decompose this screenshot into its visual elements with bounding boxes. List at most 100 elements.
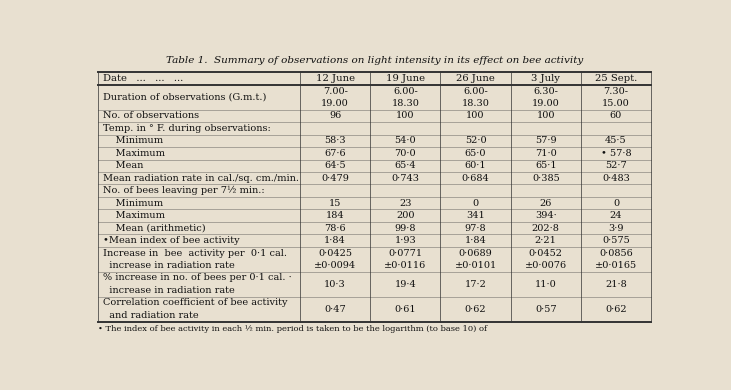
Text: 19.00: 19.00 xyxy=(321,99,349,108)
Text: 52·0: 52·0 xyxy=(465,136,486,145)
Text: 0·47: 0·47 xyxy=(325,305,346,314)
Text: 65·0: 65·0 xyxy=(465,149,486,158)
Text: Minimum: Minimum xyxy=(102,199,163,208)
Text: 0·483: 0·483 xyxy=(602,174,630,183)
Text: ±0·0101: ±0·0101 xyxy=(455,261,496,270)
Text: 45·5: 45·5 xyxy=(605,136,626,145)
Text: 19·4: 19·4 xyxy=(395,280,416,289)
Text: • 57·8: • 57·8 xyxy=(601,149,632,158)
Text: 0·0425: 0·0425 xyxy=(318,248,352,257)
Text: 52·7: 52·7 xyxy=(605,161,627,170)
Text: 7.00-: 7.00- xyxy=(322,87,347,96)
Text: 17·2: 17·2 xyxy=(465,280,487,289)
Text: Increase in  bee  activity per  0·1 cal.: Increase in bee activity per 0·1 cal. xyxy=(102,248,287,257)
Text: ±0·0116: ±0·0116 xyxy=(385,261,426,270)
Text: 0·0856: 0·0856 xyxy=(599,248,633,257)
Text: 0·0771: 0·0771 xyxy=(388,248,423,257)
Text: 19 June: 19 June xyxy=(386,74,425,83)
Text: Mean: Mean xyxy=(102,161,143,170)
Text: 1·93: 1·93 xyxy=(395,236,416,245)
Text: No. of bees leaving per 7½ min.:: No. of bees leaving per 7½ min.: xyxy=(102,186,265,195)
Text: 1·84: 1·84 xyxy=(325,236,346,245)
Text: 23: 23 xyxy=(399,199,412,208)
Text: Minimum: Minimum xyxy=(102,136,163,145)
Text: 97·8: 97·8 xyxy=(465,223,486,232)
Text: 100: 100 xyxy=(396,112,414,121)
Text: 67·6: 67·6 xyxy=(325,149,346,158)
Text: 60: 60 xyxy=(610,112,622,121)
Text: 0·684: 0·684 xyxy=(462,174,490,183)
Text: 341: 341 xyxy=(466,211,485,220)
Text: 70·0: 70·0 xyxy=(395,149,416,158)
Text: 11·0: 11·0 xyxy=(535,280,556,289)
Text: 12 June: 12 June xyxy=(316,74,355,83)
Text: 6.00-: 6.00- xyxy=(463,87,488,96)
Text: increase in radiation rate: increase in radiation rate xyxy=(102,261,235,270)
Text: 0·575: 0·575 xyxy=(602,236,630,245)
Text: 0·0452: 0·0452 xyxy=(529,248,563,257)
Text: 0: 0 xyxy=(472,199,479,208)
Text: 100: 100 xyxy=(466,112,485,121)
Text: 202·8: 202·8 xyxy=(532,223,560,232)
Text: 26 June: 26 June xyxy=(456,74,495,83)
Text: Table 1.  Summary of observations on light intensity in its effect on bee activi: Table 1. Summary of observations on ligh… xyxy=(166,57,583,66)
Text: 1·84: 1·84 xyxy=(465,236,486,245)
Text: 0·62: 0·62 xyxy=(605,305,626,314)
Text: • The index of bee activity in each ½ min. period is taken to be the logarithm (: • The index of bee activity in each ½ mi… xyxy=(98,324,488,333)
Text: Duration of observations (G.m.t.): Duration of observations (G.m.t.) xyxy=(102,93,266,102)
Text: 65·1: 65·1 xyxy=(535,161,556,170)
Text: 25 Sept.: 25 Sept. xyxy=(595,74,637,83)
Text: 0·0689: 0·0689 xyxy=(458,248,493,257)
Text: No. of observations: No. of observations xyxy=(102,112,199,121)
Text: 184: 184 xyxy=(326,211,344,220)
Text: 19.00: 19.00 xyxy=(532,99,560,108)
Text: 6.00-: 6.00- xyxy=(393,87,417,96)
Text: 0·479: 0·479 xyxy=(321,174,349,183)
Text: 3 July: 3 July xyxy=(531,74,560,83)
Text: 394·: 394· xyxy=(535,211,556,220)
Text: Date   ...   ...   ...: Date ... ... ... xyxy=(102,74,183,83)
Text: and radiation rate: and radiation rate xyxy=(102,311,198,320)
Text: 58·3: 58·3 xyxy=(325,136,346,145)
Text: 2·21: 2·21 xyxy=(535,236,557,245)
Text: Mean radiation rate in cal./sq. cm./min.: Mean radiation rate in cal./sq. cm./min. xyxy=(102,174,299,183)
Text: ±0·0094: ±0·0094 xyxy=(314,261,356,270)
Text: 65·4: 65·4 xyxy=(395,161,416,170)
Text: 54·0: 54·0 xyxy=(395,136,416,145)
Text: 3·9: 3·9 xyxy=(608,223,624,232)
Text: Temp. in ° F. during observations:: Temp. in ° F. during observations: xyxy=(102,124,270,133)
Text: Maximum: Maximum xyxy=(102,211,164,220)
Text: increase in radiation rate: increase in radiation rate xyxy=(102,286,235,295)
Text: 0: 0 xyxy=(613,199,619,208)
Text: 57·9: 57·9 xyxy=(535,136,556,145)
Text: 15.00: 15.00 xyxy=(602,99,630,108)
Text: 71·0: 71·0 xyxy=(535,149,556,158)
Text: 60·1: 60·1 xyxy=(465,161,486,170)
Text: Mean (arithmetic): Mean (arithmetic) xyxy=(102,223,205,232)
Text: % increase in no. of bees per 0·1 cal. ·: % increase in no. of bees per 0·1 cal. · xyxy=(102,273,292,282)
Text: Correlation coefficient of bee activity: Correlation coefficient of bee activity xyxy=(102,298,287,307)
Text: 18.30: 18.30 xyxy=(391,99,420,108)
Text: 100: 100 xyxy=(537,112,555,121)
Text: 0·385: 0·385 xyxy=(532,174,560,183)
Text: 0·62: 0·62 xyxy=(465,305,486,314)
Text: 0·743: 0·743 xyxy=(391,174,420,183)
Text: 200: 200 xyxy=(396,211,414,220)
Text: 0·57: 0·57 xyxy=(535,305,556,314)
Text: 99·8: 99·8 xyxy=(395,223,416,232)
Text: 15: 15 xyxy=(329,199,341,208)
Text: •Mean index of bee activity: •Mean index of bee activity xyxy=(102,236,239,245)
Text: 21·8: 21·8 xyxy=(605,280,627,289)
Text: 26: 26 xyxy=(539,199,552,208)
Text: ±0·0076: ±0·0076 xyxy=(525,261,567,270)
Text: Maximum: Maximum xyxy=(102,149,164,158)
Text: 6.30-: 6.30- xyxy=(534,87,558,96)
Text: 7.30-: 7.30- xyxy=(604,87,629,96)
Text: 64·5: 64·5 xyxy=(325,161,346,170)
Text: 18.30: 18.30 xyxy=(461,99,490,108)
Text: 24: 24 xyxy=(610,211,622,220)
Text: ±0·0165: ±0·0165 xyxy=(595,261,637,270)
Text: 78·6: 78·6 xyxy=(325,223,346,232)
Text: 10·3: 10·3 xyxy=(325,280,346,289)
Text: 0·61: 0·61 xyxy=(395,305,416,314)
